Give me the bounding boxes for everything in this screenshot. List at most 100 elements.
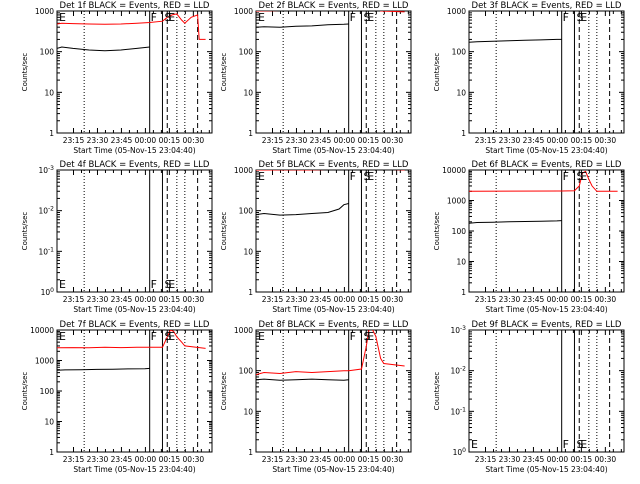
x-tick-label: 23:30 [499, 455, 521, 464]
y-tick-label: 10-1 [450, 406, 466, 416]
annotation-e: E [59, 278, 66, 291]
x-axis-label: Start Time (05-Nov-15 23:04:40) [272, 146, 394, 155]
x-tick-label: 23:15 [63, 136, 85, 145]
panel-title: Det 1f BLACK = Events, RED = LLD [60, 1, 210, 11]
panel-title: Det 9f BLACK = Events, RED = LLD [472, 320, 622, 330]
panel-det-9: Det 9f BLACK = Events, RED = LLD 100 10-1 1… [433, 320, 625, 474]
x-tick-label: 23:45 [111, 295, 133, 304]
x-tick-label: 00:30 [183, 455, 205, 464]
annotation-e: E [580, 170, 587, 183]
x-tick-label: 00:30 [183, 295, 205, 304]
panel-title: Det 2f BLACK = Events, RED = LLD [259, 1, 409, 11]
x-tick-label: 00:00 [547, 295, 569, 304]
x-tick-label: 00:15 [159, 295, 181, 304]
annotation-s: S [164, 330, 171, 343]
series-line-lld [57, 330, 206, 349]
series-line-events [469, 220, 562, 234]
x-axis-label: Start Time (05-Nov-15 23:04:40) [485, 305, 607, 314]
y-axis-label: Counts/sec [21, 53, 29, 92]
x-tick-label: 00:30 [382, 295, 404, 304]
y-tick-label: 1000 [447, 7, 466, 16]
series-line-events [469, 38, 562, 52]
series-line-events [57, 367, 150, 386]
series-line-events [256, 378, 349, 400]
axes-box [56, 169, 213, 293]
x-tick-label: 00:00 [334, 295, 356, 304]
x-tick-label: 00:00 [547, 455, 569, 464]
x-tick-label: 23:15 [475, 455, 497, 464]
annotation-e: E [258, 170, 265, 183]
y-tick-label: 10 [44, 88, 54, 97]
x-tick-label: 00:30 [595, 136, 617, 145]
y-tick-label: 1000 [35, 357, 54, 366]
x-tick-label: 23:15 [262, 295, 284, 304]
y-axis-label: Counts/sec [220, 372, 228, 411]
x-axis-label: Start Time (05-Nov-15 23:04:40) [73, 146, 195, 155]
series-line-events [256, 23, 349, 34]
y-tick-label: 1 [49, 448, 54, 457]
y-tick-label: 10 [243, 407, 253, 416]
y-tick-label: 100 [40, 387, 55, 396]
x-tick-label: 23:45 [523, 455, 545, 464]
x-tick-label: 23:15 [262, 455, 284, 464]
annotation-s: S [363, 330, 370, 343]
y-tick-label: 100 [239, 367, 254, 376]
annotation-e: E [367, 11, 374, 24]
y-tick-label: 100 [41, 287, 55, 297]
x-tick-label: 00:30 [183, 136, 205, 145]
annotation-e: E [168, 330, 175, 343]
x-tick-label: 23:30 [286, 136, 308, 145]
x-tick-label: 23:45 [111, 455, 133, 464]
annotation-f: F [563, 438, 569, 451]
annotation-e: E [59, 11, 66, 24]
y-tick-label: 1 [248, 448, 253, 457]
y-tick-label: 10000 [30, 326, 54, 335]
y-tick-label: 1000 [447, 197, 466, 206]
y-tick-label: 10-3 [450, 325, 466, 335]
x-tick-label: 00:15 [358, 455, 380, 464]
panel-det-6: Det 6f BLACK = Events, RED = LLD 1 10 100 10… [433, 160, 625, 314]
annotation-s: S [363, 11, 370, 24]
x-tick-label: 00:30 [382, 455, 404, 464]
y-tick-label: 100 [40, 48, 55, 57]
y-tick-label: 1 [248, 288, 253, 297]
x-tick-label: 23:45 [310, 295, 332, 304]
panel-title: Det 4f BLACK = Events, RED = LLD [60, 160, 210, 170]
x-tick-label: 00:30 [595, 295, 617, 304]
annotation-e: E [258, 11, 265, 24]
y-axis-label: Counts/sec [433, 53, 441, 92]
axes-box [468, 169, 625, 293]
series-line-lld [469, 170, 618, 192]
x-tick-label: 23:30 [499, 295, 521, 304]
y-tick-label: 10 [44, 418, 54, 427]
x-tick-label: 00:15 [358, 295, 380, 304]
y-tick-label: 10-3 [38, 165, 54, 175]
x-tick-label: 23:15 [63, 295, 85, 304]
y-tick-label: 10-1 [38, 246, 54, 256]
panel-title: Det 3f BLACK = Events, RED = LLD [472, 1, 622, 11]
x-tick-label: 23:15 [63, 455, 85, 464]
y-tick-label: 1 [49, 129, 54, 138]
y-tick-label: 100 [239, 48, 254, 57]
annotation-e: E [168, 278, 175, 291]
x-tick-label: 23:30 [87, 136, 109, 145]
x-tick-label: 23:45 [310, 136, 332, 145]
x-axis-label: Start Time (05-Nov-15 23:04:40) [485, 146, 607, 155]
x-tick-label: 23:45 [111, 136, 133, 145]
y-tick-label: 100 [452, 227, 467, 236]
x-tick-label: 23:15 [475, 295, 497, 304]
x-tick-label: 23:15 [262, 136, 284, 145]
panel-title: Det 8f BLACK = Events, RED = LLD [259, 320, 409, 330]
series-line-lld [256, 330, 405, 376]
panel-det-4: Det 4f BLACK = Events, RED = LLD 100 10-1 1… [21, 160, 213, 314]
axes-box [468, 329, 625, 453]
panel-title: Det 6f BLACK = Events, RED = LLD [472, 160, 622, 170]
annotation-f: F [350, 11, 356, 24]
series-line-lld [57, 13, 206, 40]
y-tick-label: 10 [456, 88, 466, 97]
x-tick-label: 23:30 [87, 455, 109, 464]
panel-det-2: Det 2f BLACK = Events, RED = LLD 1 10 100 10… [220, 1, 412, 155]
y-tick-label: 100 [239, 207, 254, 216]
x-tick-label: 00:00 [334, 455, 356, 464]
